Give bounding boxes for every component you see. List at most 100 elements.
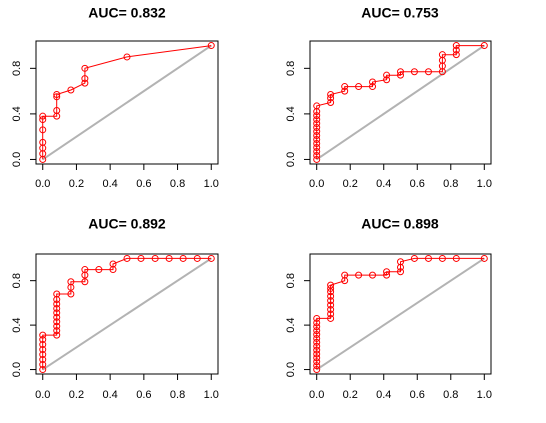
roc-point xyxy=(327,306,335,314)
roc-point xyxy=(438,254,446,262)
y-tick-label: 0.0 xyxy=(11,152,23,167)
x-tick-label: 0.4 xyxy=(376,178,391,190)
roc-point xyxy=(313,147,321,155)
y-tick-label: 0.0 xyxy=(285,152,297,167)
roc-point xyxy=(81,278,89,286)
roc-point xyxy=(95,266,103,274)
roc-point xyxy=(67,86,75,94)
roc-point xyxy=(369,83,377,91)
chance-line xyxy=(42,44,212,161)
chance-line xyxy=(316,44,485,161)
roc-point xyxy=(313,331,321,339)
roc-point xyxy=(81,79,89,87)
roc-point xyxy=(123,53,131,61)
roc-point xyxy=(313,102,321,110)
chart-title: AUC= 0.898 xyxy=(361,216,439,232)
x-tick-label: 1.0 xyxy=(477,178,492,190)
roc-point xyxy=(313,155,321,163)
roc-point xyxy=(67,278,75,286)
roc-point xyxy=(341,83,349,91)
plot-frame xyxy=(35,40,219,165)
roc-point xyxy=(327,284,335,292)
roc-point xyxy=(327,94,335,102)
x-tick-label: 0.6 xyxy=(136,178,151,190)
y-tick-label: 0.8 xyxy=(285,61,297,76)
x-tick-label: 0.2 xyxy=(69,389,84,401)
roc-point xyxy=(313,346,321,354)
roc-point xyxy=(39,331,47,339)
y-tick-label: 0.4 xyxy=(11,317,23,332)
roc-point xyxy=(341,271,349,279)
roc-point xyxy=(313,350,321,358)
roc-point xyxy=(383,271,391,279)
x-tick-label: 0.2 xyxy=(343,178,358,190)
roc-point xyxy=(207,42,215,50)
roc-point xyxy=(39,336,47,344)
x-tick-label: 0.8 xyxy=(443,389,458,401)
roc-point xyxy=(137,254,145,262)
roc-panel-3: AUC= 0.892 0.0 0.2 0.4 0.6 0.8 1.0 0.0 0.4 0.8 xyxy=(11,216,219,401)
chart-title: AUC= 0.753 xyxy=(361,5,439,21)
roc-point xyxy=(313,116,321,124)
roc-point xyxy=(480,254,488,262)
roc-point xyxy=(424,254,432,262)
roc-point xyxy=(53,322,61,330)
roc-point xyxy=(53,93,61,101)
roc-point xyxy=(39,112,47,120)
plot-frame xyxy=(309,253,492,375)
roc-point xyxy=(313,362,321,370)
y-tick-label: 0.4 xyxy=(285,317,297,332)
y-tick-label: 0.8 xyxy=(11,61,23,76)
roc-point xyxy=(327,91,335,99)
roc-point xyxy=(327,99,335,106)
y-tick-label: 0.4 xyxy=(11,106,23,121)
roc-point xyxy=(355,83,363,91)
x-tick-label: 1.0 xyxy=(204,389,219,401)
roc-point xyxy=(193,254,201,262)
roc-point xyxy=(313,143,321,151)
x-tick-label: 0.4 xyxy=(102,178,117,190)
plot-frame xyxy=(35,253,219,375)
roc-point xyxy=(39,138,47,146)
roc-point xyxy=(313,120,321,128)
x-tick-label: 0.8 xyxy=(170,389,185,401)
roc-point xyxy=(313,358,321,366)
roc-point xyxy=(313,319,321,327)
roc-point xyxy=(81,64,89,72)
x-tick-label: 0.2 xyxy=(343,389,358,401)
roc-point xyxy=(313,112,321,120)
roc-point xyxy=(313,366,321,374)
plot-frame xyxy=(309,40,492,165)
x-tick-label: 0.6 xyxy=(136,389,151,401)
roc-point xyxy=(39,116,47,124)
roc-point xyxy=(327,292,335,300)
y-tick-label: 0.4 xyxy=(285,106,297,121)
roc-point xyxy=(53,331,61,339)
roc-point xyxy=(313,128,321,136)
roc-point xyxy=(179,254,187,262)
roc-point xyxy=(438,51,446,59)
roc-point xyxy=(452,46,460,54)
x-tick-label: 0.8 xyxy=(443,178,458,190)
roc-point xyxy=(39,351,47,359)
roc-curve xyxy=(316,257,485,370)
roc-panel-2: AUC= 0.753 0.0 0.2 0.4 0.6 0.8 1.0 0.0 0.4 0.8 xyxy=(285,5,492,190)
roc-point xyxy=(424,68,432,76)
roc-point xyxy=(327,281,335,289)
x-tick-label: 1.0 xyxy=(204,178,219,190)
roc-point xyxy=(313,314,321,322)
roc-point xyxy=(355,271,363,279)
roc-point xyxy=(313,354,321,362)
chart-title: AUC= 0.892 xyxy=(88,216,166,232)
roc-point xyxy=(369,271,377,279)
roc-point xyxy=(327,297,335,305)
roc-point xyxy=(67,290,75,298)
roc-point xyxy=(313,334,321,342)
roc-panel-1: AUC= 0.832 0.0 0.2 0.4 0.6 0.8 1.0 0.0 0.4 0.8 xyxy=(11,5,219,190)
y-tick-label: 0.8 xyxy=(285,273,297,288)
x-tick-label: 0.0 xyxy=(35,389,50,401)
roc-point xyxy=(53,290,61,298)
roc-point xyxy=(53,300,61,308)
roc-point xyxy=(327,314,335,322)
roc-point xyxy=(53,106,61,114)
